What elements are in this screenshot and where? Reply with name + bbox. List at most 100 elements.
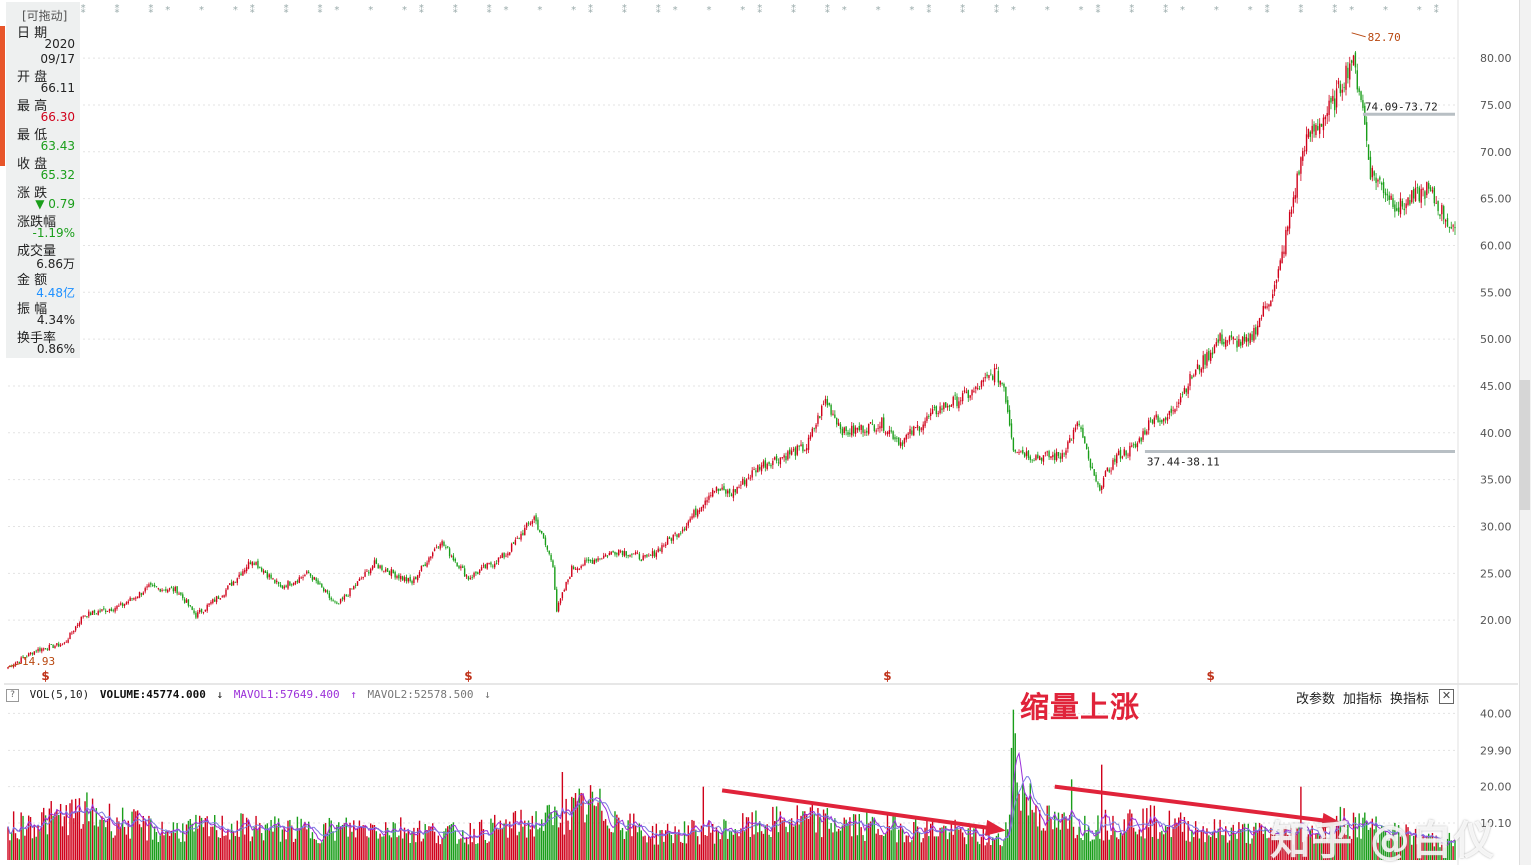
event-tick-mark: * bbox=[1417, 5, 1422, 16]
candle-body bbox=[1185, 388, 1187, 393]
candle-body bbox=[535, 515, 537, 522]
candle-body bbox=[948, 405, 951, 407]
candle-body bbox=[1007, 400, 1009, 412]
info-panel-drag-label[interactable]: [可拖动] bbox=[22, 9, 68, 23]
candle-body bbox=[1403, 208, 1405, 211]
candle-body bbox=[1008, 409, 1011, 426]
candle-body bbox=[257, 560, 259, 568]
candle-body bbox=[354, 585, 357, 586]
candle-body bbox=[1262, 305, 1265, 317]
candle-body bbox=[766, 463, 768, 469]
candle-body bbox=[136, 596, 139, 599]
volume-bar bbox=[961, 832, 964, 860]
volume-bar bbox=[695, 829, 697, 860]
volume-bar bbox=[642, 836, 644, 860]
volume-bar bbox=[217, 837, 220, 860]
volume-bar bbox=[1168, 810, 1171, 860]
volume-bar bbox=[631, 836, 633, 860]
candle-body bbox=[710, 495, 712, 497]
candle-body bbox=[950, 405, 953, 407]
candle-body bbox=[1144, 430, 1146, 435]
volume-bar bbox=[792, 826, 795, 860]
candle-body bbox=[593, 559, 596, 565]
candle-body bbox=[557, 602, 560, 612]
candle-body bbox=[847, 432, 849, 435]
candle-body bbox=[732, 489, 735, 498]
volume-bar bbox=[1298, 825, 1300, 860]
candle-body bbox=[1198, 365, 1201, 371]
volume-bar bbox=[854, 814, 857, 860]
volume-bar bbox=[636, 832, 639, 860]
volume-bar bbox=[668, 831, 671, 860]
volume-bar bbox=[758, 821, 761, 860]
volume-bar bbox=[1384, 831, 1387, 860]
volume-bar bbox=[646, 842, 648, 860]
candle-body bbox=[1153, 417, 1156, 424]
switch-indicator-button[interactable]: 换指标 bbox=[1390, 692, 1430, 707]
volume-bar bbox=[178, 838, 180, 860]
volume-bar bbox=[41, 812, 43, 860]
volume-bar bbox=[499, 820, 502, 860]
candle-body bbox=[582, 565, 584, 567]
scrollbar-thumb[interactable] bbox=[1519, 380, 1530, 510]
volume-bar bbox=[734, 828, 736, 860]
candle-body bbox=[215, 596, 218, 603]
candle-body bbox=[475, 571, 477, 574]
event-tick-mark: * bbox=[537, 5, 542, 16]
candle-body bbox=[187, 599, 190, 606]
add-indicator-button[interactable]: 加指标 bbox=[1343, 692, 1383, 707]
volume-bar bbox=[191, 823, 193, 860]
volume-bar bbox=[525, 837, 528, 860]
candle-body bbox=[935, 406, 938, 415]
candle-body bbox=[1450, 226, 1452, 229]
volume-bar bbox=[918, 832, 921, 860]
volume-bar bbox=[353, 820, 355, 860]
volume-bar bbox=[683, 821, 686, 860]
volume-bar bbox=[1437, 839, 1439, 860]
close-indicator-icon[interactable]: ✕ bbox=[1439, 689, 1454, 704]
volume-bar bbox=[1234, 833, 1236, 860]
volume-bar bbox=[557, 827, 560, 860]
volume-bar bbox=[1382, 826, 1385, 860]
volume-bar bbox=[717, 830, 720, 860]
help-icon[interactable]: ? bbox=[6, 688, 19, 702]
candle-body bbox=[251, 561, 253, 566]
volume-bar bbox=[418, 820, 421, 860]
candle-body bbox=[659, 549, 661, 552]
candle-body bbox=[368, 571, 370, 574]
candle-body bbox=[61, 643, 64, 645]
candle-body bbox=[918, 426, 921, 432]
candle-body bbox=[762, 461, 765, 467]
candle-body bbox=[471, 577, 473, 578]
candle-body bbox=[1065, 450, 1067, 455]
candle-body bbox=[888, 430, 891, 434]
info-panel[interactable]: [可拖动] 日 期 2020 09/17 开 盘 66.11 最 高 66.30 最 低 63.… bbox=[6, 2, 80, 358]
volume-bar bbox=[905, 835, 907, 860]
volume-bar bbox=[277, 818, 280, 860]
volume-bar bbox=[1454, 840, 1456, 860]
volume-bar bbox=[360, 826, 362, 860]
volume-bar bbox=[74, 798, 77, 860]
candle-body bbox=[140, 593, 143, 595]
volume-bar bbox=[860, 827, 862, 860]
volume-bar bbox=[1144, 838, 1146, 860]
volume-bar bbox=[606, 825, 609, 860]
candle-body bbox=[984, 377, 986, 379]
volume-bar bbox=[715, 826, 718, 860]
volume-bar bbox=[39, 829, 41, 860]
volume-bar bbox=[608, 828, 611, 860]
volume-bar bbox=[155, 832, 158, 860]
candle-body bbox=[1151, 419, 1154, 424]
candle-body bbox=[702, 504, 705, 508]
volume-bar bbox=[200, 817, 203, 860]
volume-bar bbox=[978, 844, 981, 860]
candle-body bbox=[668, 536, 671, 539]
volume-bar bbox=[443, 831, 445, 860]
volume-bar bbox=[681, 842, 684, 860]
volume-bar bbox=[619, 830, 622, 860]
volume-bar bbox=[971, 836, 973, 860]
modify-params-button[interactable]: 改参数 bbox=[1296, 692, 1336, 707]
volume-bar bbox=[569, 829, 571, 860]
volume-bar bbox=[114, 835, 116, 860]
